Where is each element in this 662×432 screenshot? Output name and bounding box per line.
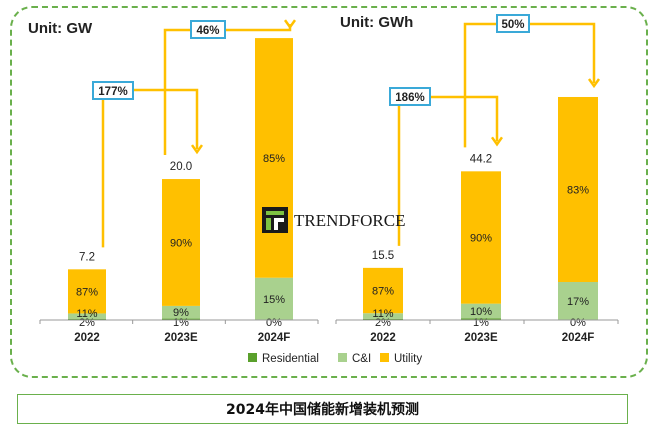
data-label-residential: 2% <box>375 317 391 329</box>
data-label-utility: 83% <box>567 184 589 196</box>
bar-segment-utility <box>255 38 293 278</box>
growth-badge-label: 46% <box>196 25 219 37</box>
data-label-residential: 1% <box>173 317 189 329</box>
data-label-utility: 85% <box>263 153 285 165</box>
growth-arrow-head <box>283 19 297 30</box>
trendforce-logo: TRENDFORCE <box>262 207 405 233</box>
bar-segment-residential <box>162 318 200 320</box>
data-label-ci: 9% <box>173 307 189 319</box>
legend-swatch-residential <box>248 353 257 362</box>
data-label-ci: 11% <box>372 308 393 320</box>
growth-arrow-line <box>101 88 199 248</box>
bar-segment-ci <box>363 313 403 319</box>
caption-box: 2024年中国储能新增装机预测 <box>17 394 628 424</box>
legend-label-residential: Residential <box>262 353 319 365</box>
growth-arrow-head <box>587 78 601 89</box>
growth-badge-label: 177% <box>98 86 127 98</box>
legend: Residential C&I Utility <box>248 353 422 365</box>
bar-segment-ci <box>558 281 598 320</box>
bar-segment-ci <box>461 303 501 319</box>
data-label-utility: 87% <box>76 286 98 298</box>
bar-total-label: 44.2 <box>470 153 492 165</box>
trendforce-logo-text: TRENDFORCE <box>294 211 405 230</box>
data-label-residential: 0% <box>266 317 282 329</box>
growth-arrow-head <box>190 144 204 155</box>
bar-total-label: 20.0 <box>170 161 192 173</box>
growth-badge <box>190 20 226 39</box>
unit-label: Unit: GW <box>28 20 93 37</box>
growth-arrow-line <box>397 95 499 246</box>
legend-label-utility: Utility <box>394 353 422 365</box>
bar-segment-utility <box>461 171 501 304</box>
category-label: 2024F <box>562 332 595 344</box>
category-label: 2024F <box>258 332 291 344</box>
bar-segment-utility <box>558 96 598 282</box>
category-label: 2023E <box>164 332 198 344</box>
growth-arrow-2: 50% <box>463 14 601 148</box>
legend-swatch-ci <box>338 353 347 362</box>
growth-badge-label: 186% <box>395 92 424 104</box>
growth-arrow-1: 186% <box>389 87 504 246</box>
data-label-residential: 2% <box>79 317 95 329</box>
growth-arrow-2: 46% <box>163 19 297 156</box>
data-label-utility: 87% <box>372 286 394 298</box>
bar-segment-ci <box>162 305 200 319</box>
bar-total-label: 15.5 <box>372 250 394 262</box>
bar-segment-ci <box>255 277 293 320</box>
caption: 2024年中国储能新增装机预测 <box>226 402 419 418</box>
trendforce-logo-icon <box>262 207 288 233</box>
bar-segment-utility <box>68 269 106 314</box>
data-label-utility: 90% <box>470 232 492 244</box>
data-label-ci: 15% <box>263 294 285 306</box>
data-label-residential: 0% <box>570 317 586 329</box>
data-label-ci: 17% <box>567 296 589 308</box>
data-label-residential: 1% <box>473 317 489 329</box>
chart-panel-1: Unit: GW 87% 11%2% 7.2 2022 90% 9%1% 20.0 2023E 8… <box>28 19 319 344</box>
data-label-ci: 11% <box>76 308 97 320</box>
growth-badge <box>496 14 530 33</box>
bar-segment-utility <box>363 267 403 314</box>
growth-arrow-1: 177% <box>92 81 204 248</box>
growth-arrow-head <box>490 136 504 147</box>
legend-swatch-utility <box>380 353 389 362</box>
data-label-ci: 10% <box>470 306 492 318</box>
legend-label-ci: C&I <box>352 353 371 365</box>
bar-segment-ci <box>68 313 106 320</box>
category-label: 2022 <box>370 332 396 344</box>
data-label-utility: 90% <box>170 237 192 249</box>
growth-badge-label: 50% <box>501 19 524 31</box>
category-label: 2023E <box>464 332 498 344</box>
unit-label: Unit: GWh <box>340 14 413 31</box>
growth-badge <box>92 81 134 100</box>
bar-segment-residential <box>461 318 501 320</box>
bar-segment-utility <box>162 179 200 306</box>
chart-panel-2: Unit: GWh 87% 11%2% 15.5 2022 90% 10%1% 44.2 202… <box>335 14 619 344</box>
growth-badge <box>389 87 431 106</box>
bar-segment-residential <box>363 318 403 320</box>
bar-total-label: 7.2 <box>79 251 95 263</box>
chart-frame <box>10 6 648 378</box>
category-label: 2022 <box>74 332 100 344</box>
